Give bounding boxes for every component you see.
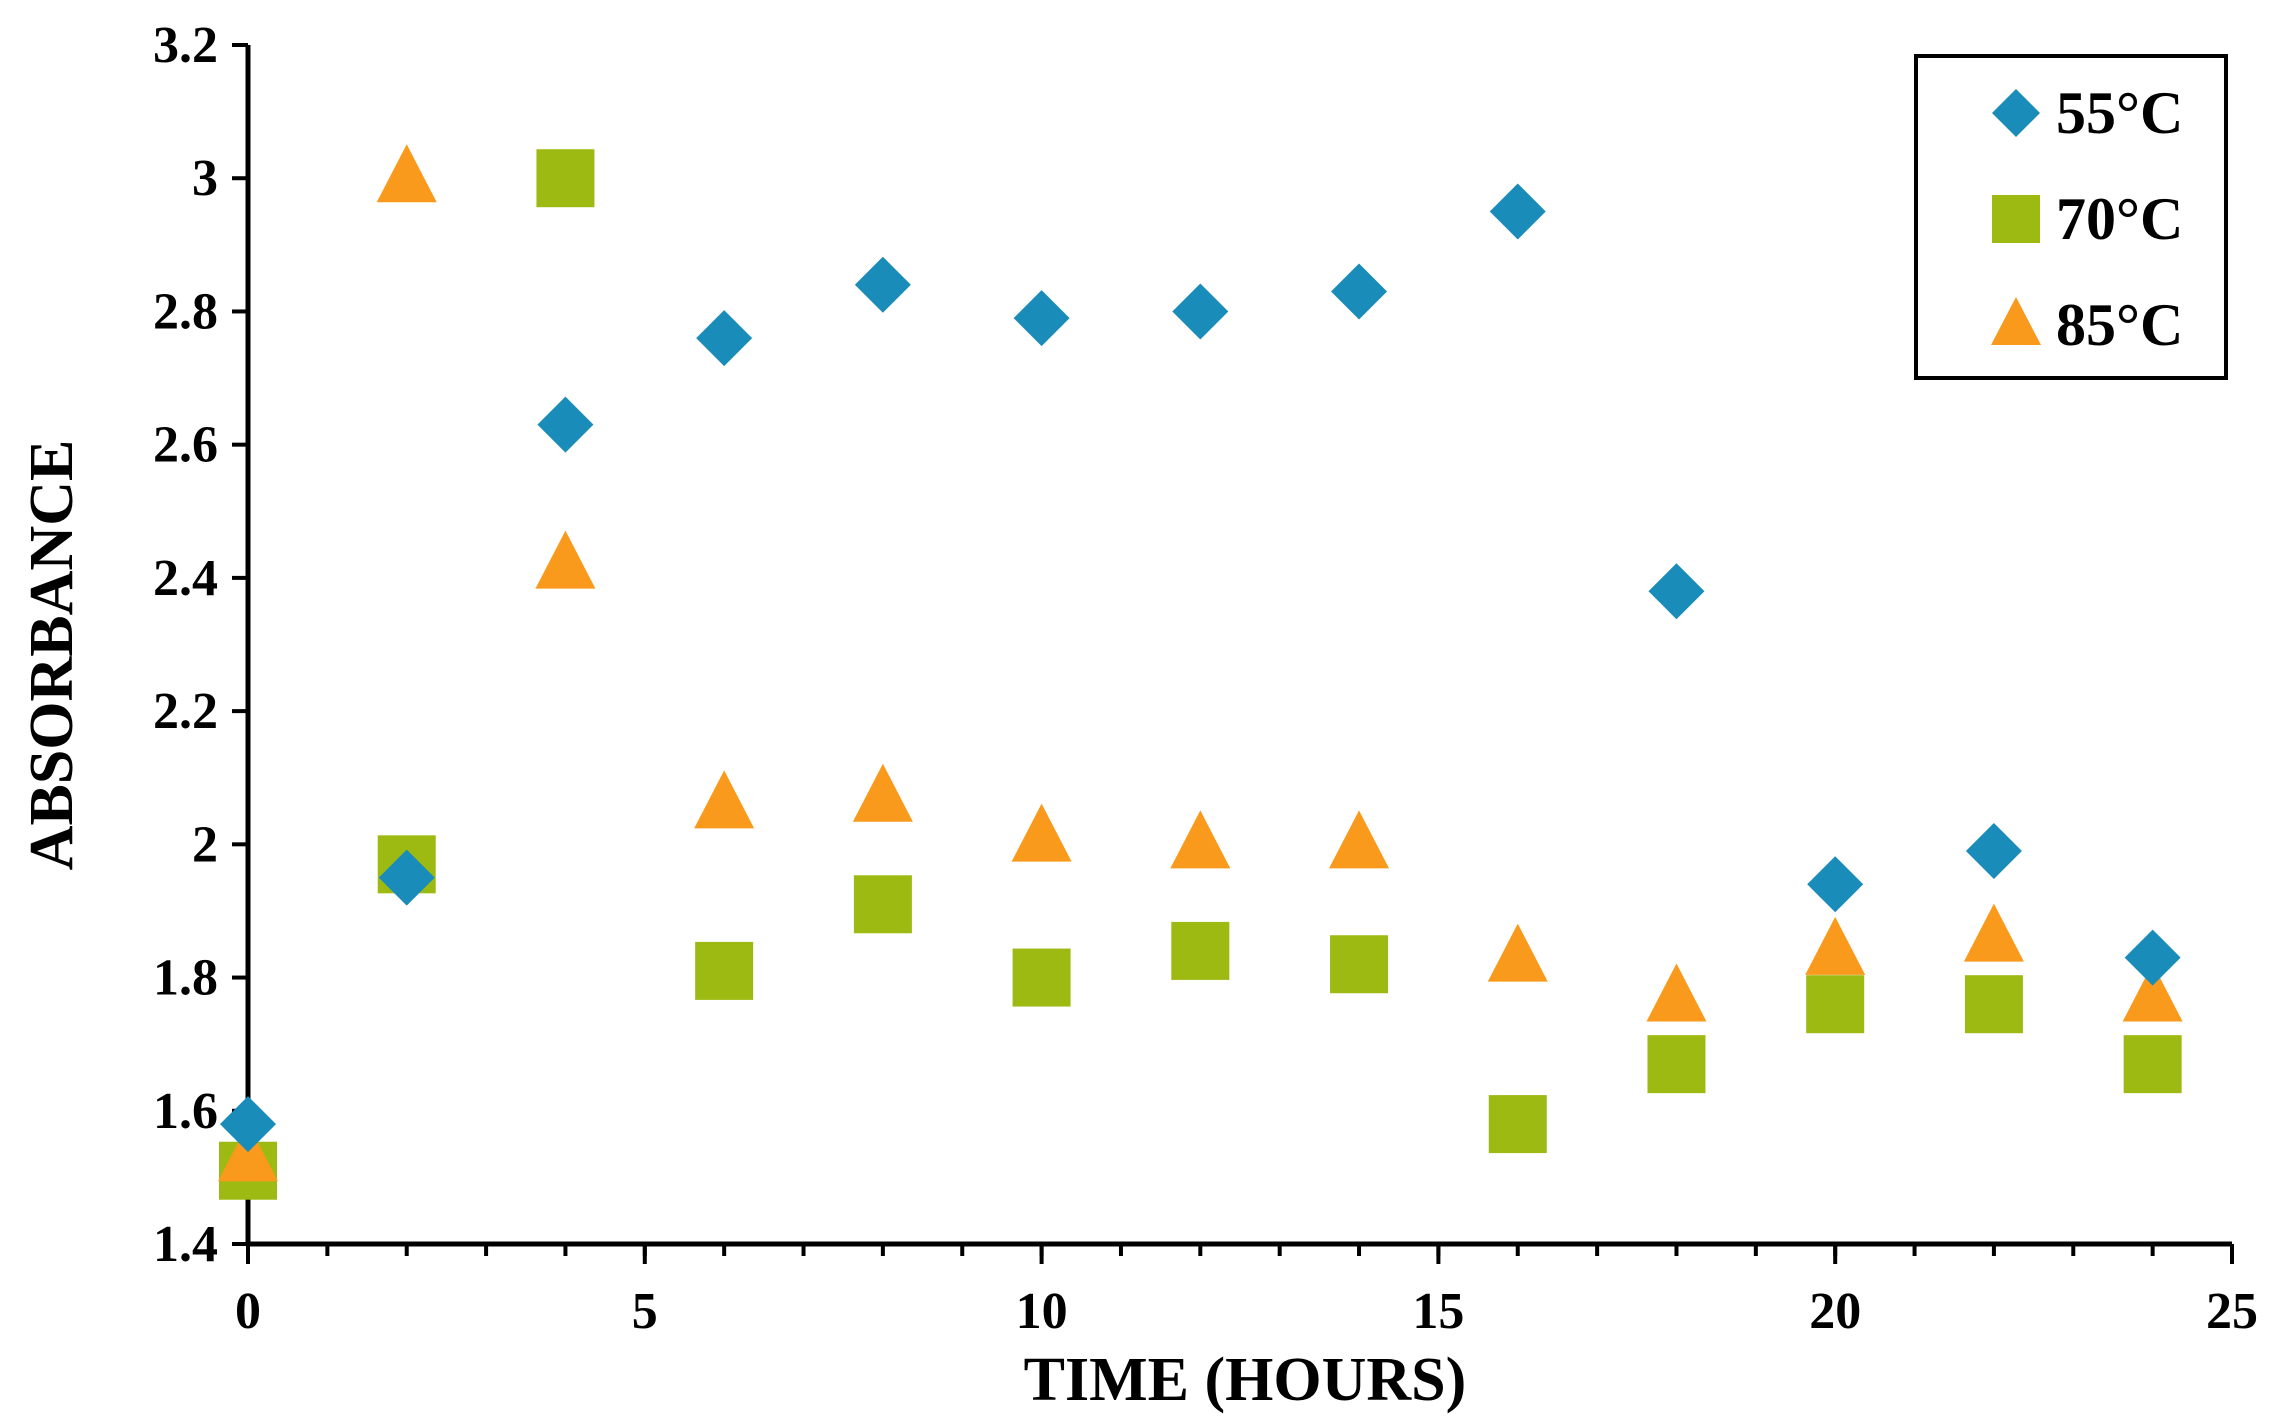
point-70C — [1806, 975, 1865, 1034]
point-85C — [1329, 810, 1390, 869]
legend-label: 70°C — [2056, 186, 2183, 252]
point-85C — [1805, 916, 1866, 975]
x-tick-label: 10 — [1016, 1283, 1068, 1340]
x-tick-label: 5 — [632, 1283, 658, 1340]
data-points — [218, 144, 2183, 1200]
x-tick-label: 15 — [1412, 1283, 1464, 1340]
point-85C — [1011, 803, 1072, 862]
point-70C — [1012, 948, 1071, 1007]
point-55C — [696, 310, 753, 367]
point-55C — [1648, 563, 1705, 620]
point-70C — [1964, 975, 2023, 1034]
legend: 55°C 70°C 85°C — [1914, 54, 2228, 380]
point-85C — [1646, 963, 1707, 1022]
point-85C — [376, 144, 437, 203]
point-55C — [1489, 183, 1546, 240]
y-tick-label: 2.4 — [153, 550, 218, 607]
point-70C — [1171, 921, 1230, 980]
y-tick-label: 1.8 — [153, 950, 218, 1007]
point-85C — [1487, 923, 1548, 982]
y-tick-label: 1.6 — [153, 1083, 218, 1140]
y-tick-label: 1.4 — [153, 1216, 218, 1273]
point-85C — [535, 530, 596, 589]
y-tick-label: 2.8 — [153, 283, 218, 340]
point-70C — [1488, 1095, 1547, 1154]
y-tick-label: 2.6 — [153, 417, 218, 474]
legend-label: 85°C — [2056, 292, 2183, 358]
legend-label: 55°C — [2056, 80, 2183, 146]
axes — [245, 45, 2232, 1247]
point-70C — [1330, 935, 1389, 994]
point-85C — [1963, 903, 2024, 962]
point-55C — [378, 849, 435, 906]
point-55C — [2124, 929, 2181, 986]
point-85C — [694, 770, 755, 829]
point-55C — [1013, 290, 1070, 347]
y-axis-title: ABSORBANCE — [18, 440, 86, 871]
x-axis-title: TIME (HOURS) — [1024, 1346, 1467, 1414]
point-55C — [220, 1096, 276, 1153]
legend-marker — [1992, 89, 2040, 137]
point-70C — [853, 875, 912, 934]
point-70C — [695, 941, 754, 1000]
point-70C — [1647, 1035, 1706, 1094]
y-tick-label: 2 — [192, 816, 218, 873]
point-85C — [1170, 810, 1231, 869]
point-55C — [1172, 283, 1229, 340]
legend-box — [1914, 54, 2228, 380]
point-55C — [1965, 822, 2022, 879]
y-tick-label: 2.2 — [153, 683, 218, 740]
point-85C — [2122, 963, 2183, 1022]
point-85C — [852, 763, 913, 822]
legend-marker — [1992, 195, 2040, 243]
y-tick-label: 3 — [192, 150, 218, 207]
point-55C — [1807, 856, 1864, 913]
y-tick-label: 3.2 — [153, 17, 218, 74]
x-tick-label: 0 — [235, 1283, 261, 1340]
point-55C — [854, 256, 911, 313]
point-55C — [537, 396, 594, 453]
x-tick-label: 25 — [2206, 1283, 2258, 1340]
point-85C — [218, 1123, 278, 1182]
point-55C — [1331, 263, 1388, 320]
point-70C — [536, 149, 595, 208]
point-70C — [2123, 1035, 2182, 1094]
x-tick-label: 20 — [1809, 1283, 1861, 1340]
legend-marker — [1991, 297, 2041, 345]
ticks: 1.4 1.6 1.8 2 2.2 2.4 2.6 2.8 3 3.2 0 5 10 15 20 25 — [153, 17, 2258, 1340]
